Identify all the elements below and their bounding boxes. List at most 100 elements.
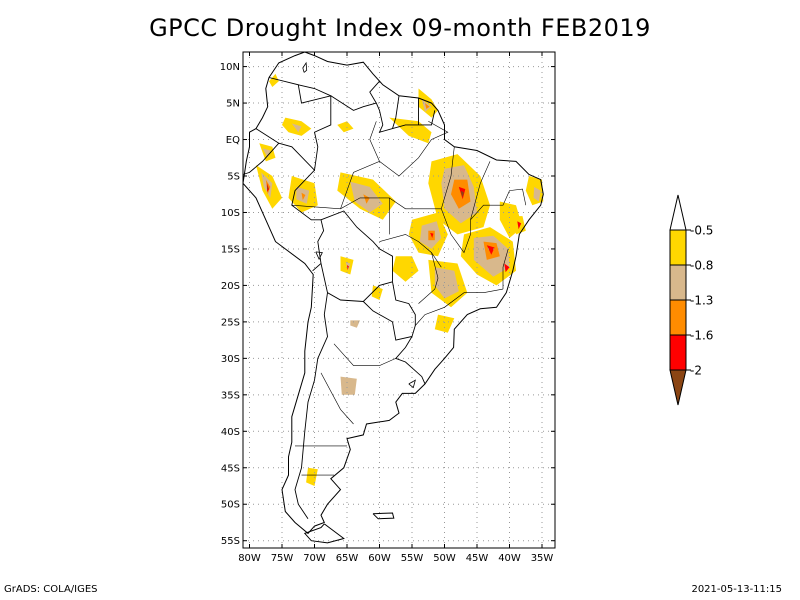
legend-label-0: -0.5 [690, 224, 713, 238]
legend-label-3: -1.6 [690, 329, 713, 343]
drought-region-25 [460, 190, 464, 198]
lake-outline-1 [302, 61, 308, 73]
legend-label-4: -2 [690, 364, 702, 378]
lat-tick-label-7: 25S [221, 317, 240, 328]
state-border-4 [415, 288, 504, 326]
legend-label-2: -1.3 [690, 294, 713, 308]
country-border-4 [320, 263, 393, 302]
colorbar-legend: -0.5 -0.8 -1.3 -1.6 -2 [669, 194, 713, 406]
legend-swatch-0 [669, 229, 687, 266]
drought-region-4 [389, 117, 432, 144]
state-border-7 [470, 161, 491, 220]
lat-tick-label-8: 30S [221, 354, 240, 365]
map-frame [242, 51, 556, 549]
legend-label-1: -0.8 [690, 259, 713, 273]
footer-timestamp: 2021-05-13-11:15 [691, 584, 782, 595]
lon-tick-label-8: 40W [498, 553, 521, 564]
falklands-coast [372, 512, 395, 520]
lon-tick-label-2: 70W [303, 553, 326, 564]
state-border-3 [441, 208, 471, 254]
drought-region-7 [425, 103, 430, 109]
drought-region-48 [434, 314, 455, 333]
lat-tick-label-2: EQ [226, 135, 240, 146]
drought-region-36 [434, 267, 459, 299]
legend-top-arrow [669, 194, 687, 231]
drought-region-45 [347, 265, 349, 271]
footer-software-credit: GrADS: COLA/IGES [4, 584, 98, 595]
state-border-11 [441, 146, 455, 209]
country-border-1 [242, 142, 280, 175]
country-border-9 [330, 95, 436, 133]
lon-tick-label-1: 75W [271, 553, 294, 564]
lon-tick-label-4: 60W [368, 553, 391, 564]
state-border-8 [418, 252, 439, 304]
drought-shading-layer [256, 73, 544, 486]
drought-region-49 [340, 376, 357, 395]
drought-region-14 [267, 185, 269, 190]
lat-tick-label-13: 55S [221, 536, 240, 547]
country-border-13 [298, 84, 331, 97]
state-border-9 [340, 121, 449, 209]
state-border-5 [502, 248, 509, 290]
lat-tick-label-12: 50S [221, 500, 240, 511]
map-plot-area: 10N 5N EQ 5S 10S 15S 20S 25S 30S 35S 40S 45S 50S 55S 8… [220, 51, 556, 564]
axis-ticks-layer: 10N 5N EQ 5S 10S 15S 20S 25S 30S 35S 40S 45S 50S 55S 8… [220, 52, 555, 564]
lon-tick-label-6: 50W [433, 553, 456, 564]
lon-tick-label-9: 35W [531, 553, 554, 564]
drought-region-41 [517, 221, 522, 230]
drought-region-34 [504, 263, 510, 273]
country-border-7 [392, 281, 416, 326]
lake-outline-0 [315, 251, 323, 261]
country-border-5 [294, 292, 328, 520]
country-border-0 [255, 77, 332, 172]
coastline-border-layer [242, 51, 544, 544]
drought-region-2 [291, 123, 302, 133]
drought-region-29 [430, 232, 434, 238]
drought-region-47 [350, 320, 360, 328]
coastline [242, 51, 544, 535]
lat-tick-label-10: 40S [221, 427, 240, 438]
legend-swatch-1 [669, 264, 687, 301]
drought-region-46 [371, 285, 383, 300]
drought-region-20 [363, 194, 370, 204]
drought-region-50 [306, 467, 318, 486]
tierra-del-fuego-coast [303, 523, 345, 544]
lat-tick-label-11: 45S [221, 463, 240, 474]
lon-tick-label-5: 55W [401, 553, 424, 564]
lat-tick-label-5: 15S [221, 244, 240, 255]
lat-tick-label-3: 5S [227, 172, 240, 183]
lat-tick-label-6: 20S [221, 281, 240, 292]
drought-region-42 [392, 256, 419, 282]
lake-outline-2 [408, 379, 416, 389]
lat-tick-label-1: 5N [226, 99, 240, 110]
drought-region-3 [337, 121, 354, 133]
lat-tick-label-0: 10N [220, 62, 240, 73]
country-border-3 [320, 210, 393, 282]
state-border-0 [291, 197, 442, 210]
legend-swatch-3 [669, 334, 687, 371]
state-border-2 [379, 234, 442, 268]
country-border-10 [369, 80, 380, 104]
lon-tick-label-0: 80W [238, 553, 261, 564]
drought-region-39 [533, 186, 541, 202]
state-border-12 [333, 343, 396, 366]
state-border-13 [320, 372, 354, 425]
graticule-layer [243, 52, 555, 548]
country-border-8 [395, 336, 426, 385]
legend-bottom-arrow [669, 369, 687, 406]
lat-tick-label-4: 10S [221, 208, 240, 219]
drought-region-0 [269, 73, 279, 87]
drought-region-17 [301, 192, 306, 201]
drought-region-33 [486, 245, 495, 255]
lat-tick-label-9: 35S [221, 390, 240, 401]
state-border-6 [470, 188, 527, 220]
lon-tick-label-3: 65W [336, 553, 359, 564]
state-border-10 [369, 121, 380, 162]
legend-swatch-2 [669, 299, 687, 336]
lon-tick-label-7: 45W [466, 553, 489, 564]
country-border-6 [362, 301, 416, 341]
drought-region-23 [451, 179, 471, 209]
page-title: GPCC Drought Index 09-month FEB2019 [149, 14, 651, 42]
country-border-11 [392, 95, 400, 129]
